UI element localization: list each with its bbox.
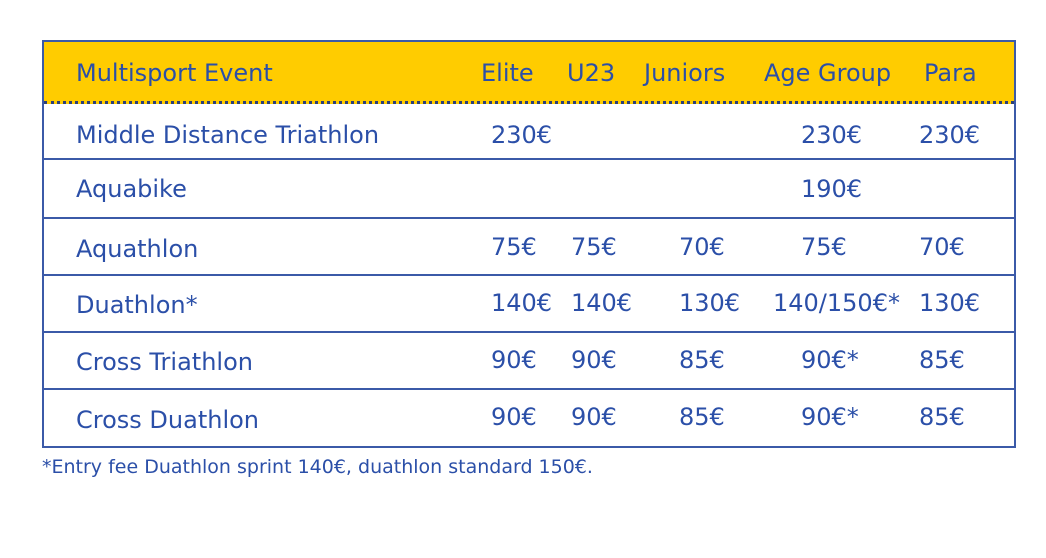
table-row: Cross Triathlon 90€ 90€ 85€ 90€* 85€ (44, 333, 1014, 390)
event-name: Cross Duathlon (76, 406, 259, 434)
event-name: Duathlon* (76, 291, 198, 319)
event-name: Middle Distance Triathlon (76, 121, 380, 149)
fee-age-group: 90€* (801, 346, 859, 374)
fee-elite: 90€ (491, 403, 537, 431)
fee-elite: 90€ (491, 346, 537, 374)
fee-u23: 140€ (571, 289, 633, 317)
header-elite: Elite (481, 59, 534, 87)
fee-u23: 75€ (571, 233, 617, 261)
fee-age-group: 75€ (801, 233, 847, 261)
event-name: Aquathlon (76, 235, 199, 263)
table-header-row: Multisport Event Elite U23 Juniors Age G… (44, 42, 1014, 104)
entry-fee-table: Multisport Event Elite U23 Juniors Age G… (42, 40, 1016, 448)
table-row: Middle Distance Triathlon 230€ 230€ 230€ (44, 104, 1014, 160)
fee-juniors: 130€ (679, 289, 741, 317)
fee-juniors: 70€ (679, 233, 725, 261)
fee-elite: 140€ (491, 289, 553, 317)
header-multisport-event: Multisport Event (76, 59, 273, 87)
fee-para: 230€ (919, 121, 981, 149)
event-name: Aquabike (76, 175, 187, 203)
fee-elite: 230€ (491, 121, 553, 149)
header-para: Para (924, 59, 977, 87)
header-age-group: Age Group (764, 59, 892, 87)
fee-para: 85€ (919, 403, 965, 431)
fee-age-group: 230€ (801, 121, 863, 149)
fee-u23: 90€ (571, 403, 617, 431)
event-name: Cross Triathlon (76, 348, 253, 376)
fee-para: 85€ (919, 346, 965, 374)
table-row: Aquabike 190€ (44, 160, 1014, 219)
fee-juniors: 85€ (679, 346, 725, 374)
table-row: Duathlon* 140€ 140€ 130€ 140/150€* 130€ (44, 276, 1014, 333)
header-u23: U23 (567, 59, 616, 87)
fee-age-group: 90€* (801, 403, 859, 431)
fee-para: 130€ (919, 289, 981, 317)
fee-u23: 90€ (571, 346, 617, 374)
footnote: *Entry fee Duathlon sprint 140€, duathlo… (42, 456, 593, 478)
fee-juniors: 85€ (679, 403, 725, 431)
fee-age-group: 190€ (801, 175, 863, 203)
fee-para: 70€ (919, 233, 965, 261)
fee-age-group: 140/150€* (773, 289, 900, 317)
table-row: Aquathlon 75€ 75€ 70€ 75€ 70€ (44, 219, 1014, 276)
fee-elite: 75€ (491, 233, 537, 261)
header-juniors: Juniors (644, 59, 726, 87)
table-row: Cross Duathlon 90€ 90€ 85€ 90€* 85€ (44, 390, 1014, 446)
